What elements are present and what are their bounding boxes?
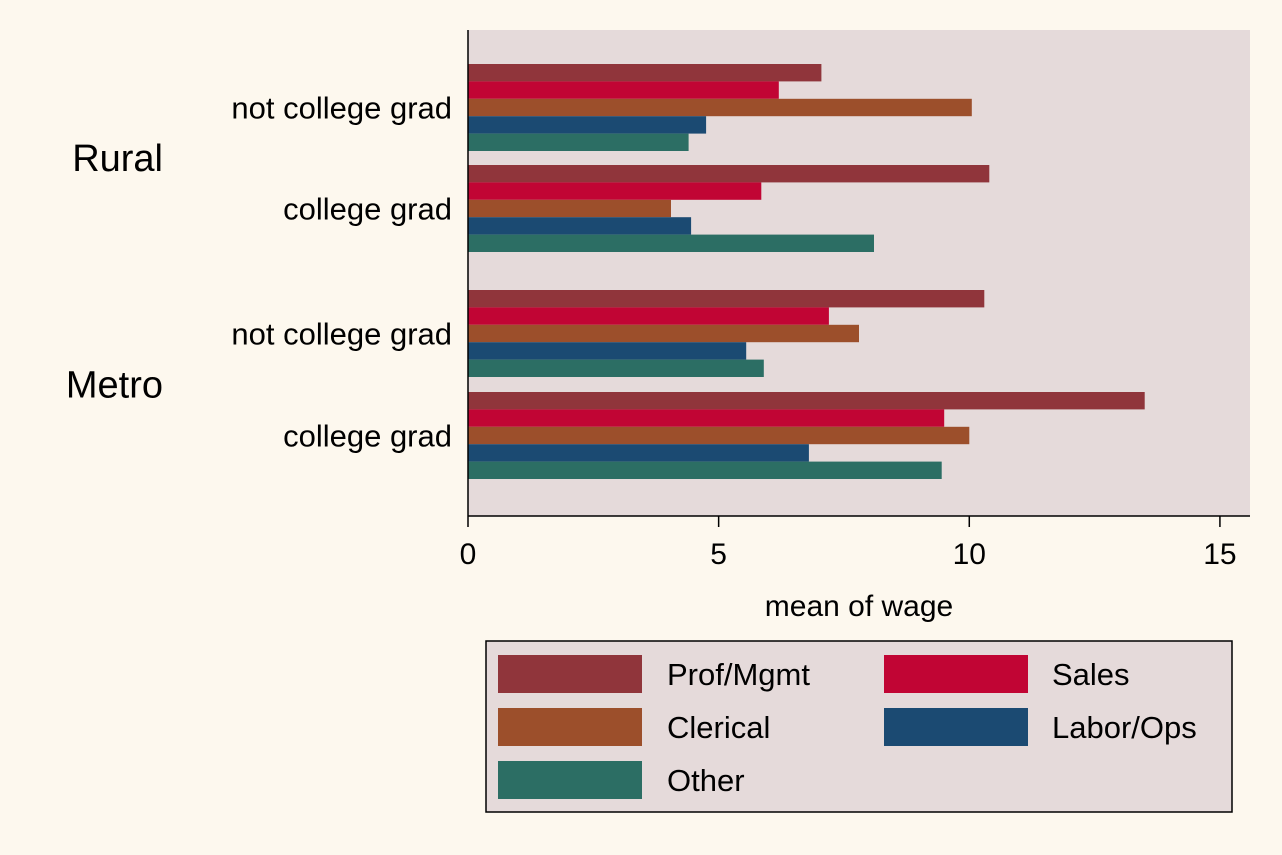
bar-labor-ops [468,116,707,134]
bar-clerical [468,199,671,218]
bar-labor-ops [468,217,692,235]
bar-clerical [468,324,859,343]
bar-prof-mgmt [468,64,822,82]
legend-label: Prof/Mgmt [667,657,810,692]
x-ticks: 0 5 10 15 [460,516,1237,571]
x-tick-label: 0 [460,538,477,571]
bar-clerical [468,98,972,117]
legend-swatch [498,655,642,693]
bar-clerical [468,426,970,445]
legend-swatch [884,708,1028,746]
legend-label: Sales [1052,657,1130,692]
bar-other [468,359,764,377]
legend-label: Other [667,763,745,798]
subgroup-label: college grad [283,192,452,227]
legend-label: Labor/Ops [1052,710,1197,745]
legend-swatch [498,708,642,746]
x-tick-label: 15 [1203,538,1236,571]
bars-layer [468,64,1145,479]
subgroup-label: college grad [283,419,452,454]
bar-sales [468,409,945,427]
legend-swatch [884,655,1028,693]
bar-other [468,461,942,479]
bar-other [468,133,689,151]
bar-labor-ops [468,444,809,462]
bar-prof-mgmt [468,165,990,183]
x-tick-label: 5 [710,538,727,571]
bar-prof-mgmt [468,392,1145,410]
legend-label: Clerical [667,710,770,745]
x-axis-title: mean of wage [765,590,953,623]
subgroup-label: not college grad [231,317,452,352]
bar-labor-ops [468,342,747,360]
legend: Prof/Mgmt Sales Clerical Labor/Ops Other [485,640,1233,813]
group-label: Rural [72,138,163,180]
subgroup-label: not college grad [231,91,452,126]
legend-swatch [498,761,642,799]
category-labels: not college grad college grad Rural not col… [66,91,452,454]
group-label: Metro [66,365,163,407]
bar-other [468,234,874,252]
bar-sales [468,307,829,325]
bar-sales [468,81,779,99]
bar-prof-mgmt [468,290,985,308]
x-tick-label: 10 [953,538,986,571]
bar-sales [468,182,762,200]
